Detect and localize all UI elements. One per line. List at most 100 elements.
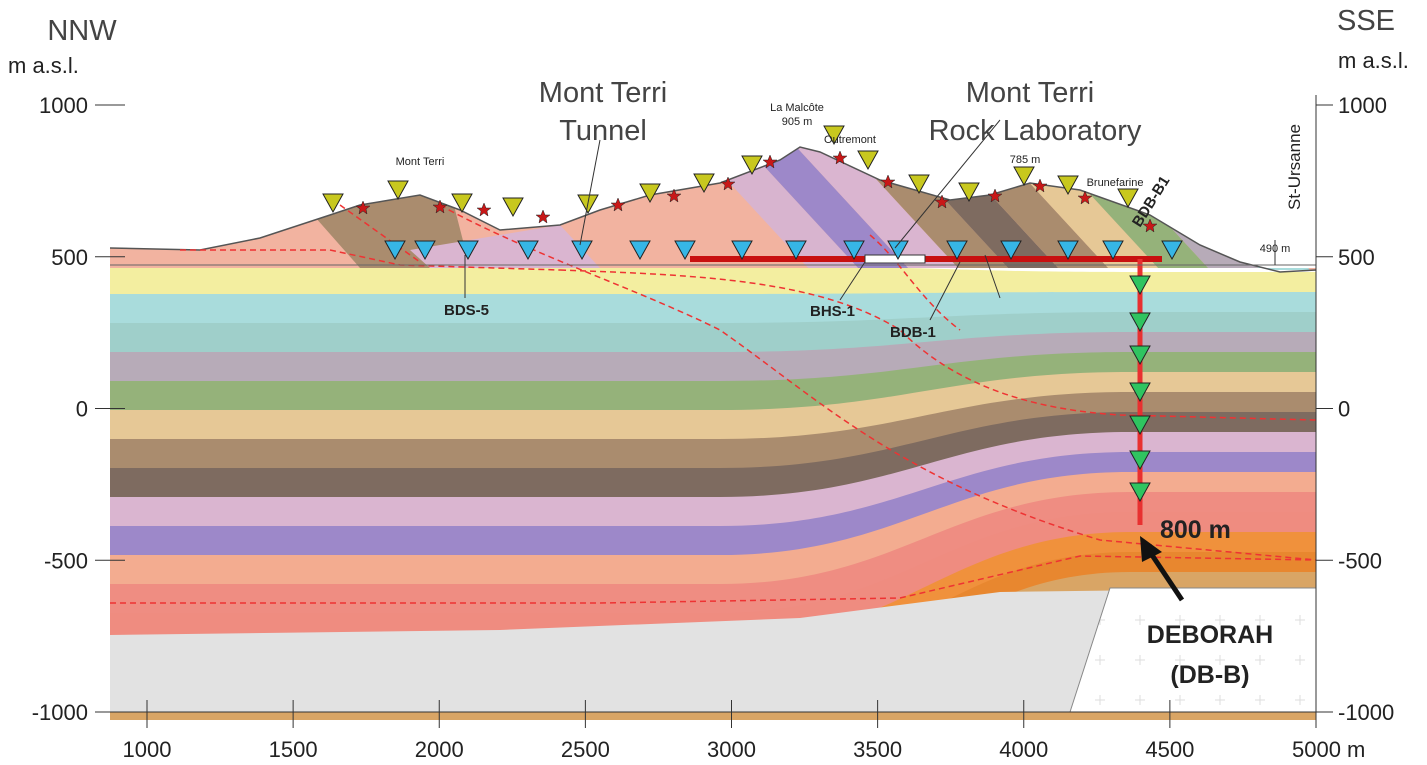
star — [1077, 190, 1093, 205]
markers — [322, 125, 1183, 503]
y-tick-label: -500 — [44, 548, 88, 573]
label: Rock Laboratory — [929, 115, 1142, 147]
y-unit-left: m a.s.l. — [8, 53, 79, 78]
star — [610, 197, 626, 212]
x-tick-label: 3500 — [853, 737, 902, 762]
place: Mont Terri — [396, 156, 445, 168]
crystalline-hatch — [1069, 587, 1317, 713]
station — [387, 180, 409, 201]
station — [693, 173, 715, 194]
station — [571, 240, 593, 261]
station — [1117, 188, 1139, 209]
y-tick-label: 1000 — [1338, 93, 1387, 118]
star — [987, 188, 1003, 203]
x-tick-label: 4500 — [1145, 737, 1194, 762]
station — [384, 240, 406, 261]
station — [1000, 240, 1022, 261]
station — [843, 240, 865, 261]
y-tick-label: -500 — [1338, 548, 1382, 573]
station — [1129, 450, 1151, 471]
station — [457, 240, 479, 261]
y-tick-label: 1000 — [39, 93, 88, 118]
station — [887, 240, 909, 261]
station — [451, 193, 473, 214]
station — [639, 183, 661, 204]
place: Brunefarine — [1087, 177, 1144, 189]
x-tick-label: 4000 — [999, 737, 1048, 762]
star — [1142, 218, 1158, 233]
station — [1102, 240, 1124, 261]
direction-right: SSE — [1337, 5, 1395, 37]
star — [762, 154, 778, 169]
x-tick-label: 2500 — [561, 737, 610, 762]
place: 785 m — [1010, 154, 1041, 166]
station — [1129, 382, 1151, 403]
station — [1057, 175, 1079, 196]
borehole-label: BDB-1 — [890, 324, 936, 341]
station — [414, 240, 436, 261]
topography — [109, 146, 1317, 273]
station — [1013, 166, 1035, 187]
rock-lab — [864, 254, 926, 264]
project-label: (DB-B) — [1170, 661, 1249, 689]
place: 905 m — [782, 116, 813, 128]
star — [934, 194, 950, 209]
y-tick-label: 500 — [1338, 245, 1375, 270]
x-tick-label: 1500 — [269, 737, 318, 762]
x-tick-label: 2000 — [415, 737, 464, 762]
label: Mont Terri — [966, 77, 1094, 109]
station — [1129, 415, 1151, 436]
station — [1129, 482, 1151, 503]
station — [629, 240, 651, 261]
place: La Malcôte — [770, 102, 824, 114]
x-tick-label: 1000 — [123, 737, 172, 762]
basement — [110, 588, 1316, 712]
arrow-head — [1140, 536, 1162, 562]
station — [857, 150, 879, 171]
stratum — [740, 147, 910, 270]
station — [908, 174, 930, 195]
arrow-shaft — [1147, 550, 1185, 602]
station — [741, 155, 763, 176]
star — [880, 174, 896, 189]
star — [666, 188, 682, 203]
station — [1057, 240, 1079, 261]
faults — [110, 204, 1317, 604]
star — [432, 199, 448, 214]
y-tick-label: -1000 — [32, 700, 88, 725]
star — [832, 150, 848, 165]
station — [946, 240, 968, 261]
star — [535, 209, 551, 224]
y-tick-label: 0 — [76, 397, 88, 422]
y-tick-label: -1000 — [1338, 700, 1394, 725]
leaders — [464, 119, 1276, 321]
station — [1161, 240, 1183, 261]
place: St-Ursanne — [1285, 124, 1304, 210]
station — [674, 240, 696, 261]
y-unit-right: m a.s.l. — [1338, 48, 1409, 73]
place: Outremont — [824, 134, 876, 146]
x-tick-label: 3000 — [707, 737, 756, 762]
star — [476, 202, 492, 217]
depth-label: 800 m — [1160, 516, 1231, 544]
y-tick-label: 500 — [51, 245, 88, 270]
station — [1129, 312, 1151, 333]
station — [823, 125, 845, 146]
station — [322, 193, 344, 214]
borehole-label: BHS-1 — [810, 303, 855, 320]
x-tick-label: 5000 m — [1292, 737, 1365, 762]
station — [785, 240, 807, 261]
star — [355, 200, 371, 215]
station — [1129, 275, 1151, 296]
axes: 1000 1500 2000 2500 3000 3500 4000 4500 5000 m 10… — [32, 93, 1395, 762]
station — [517, 240, 539, 261]
stratum — [790, 147, 960, 270]
y-tick-label: 0 — [1338, 397, 1350, 422]
station — [502, 197, 524, 218]
place: 490 m — [1260, 243, 1291, 255]
label: Mont Terri — [539, 77, 667, 109]
star — [1032, 178, 1048, 193]
direction-left: NNW — [47, 15, 117, 47]
project-label: DEBORAH — [1147, 621, 1273, 649]
